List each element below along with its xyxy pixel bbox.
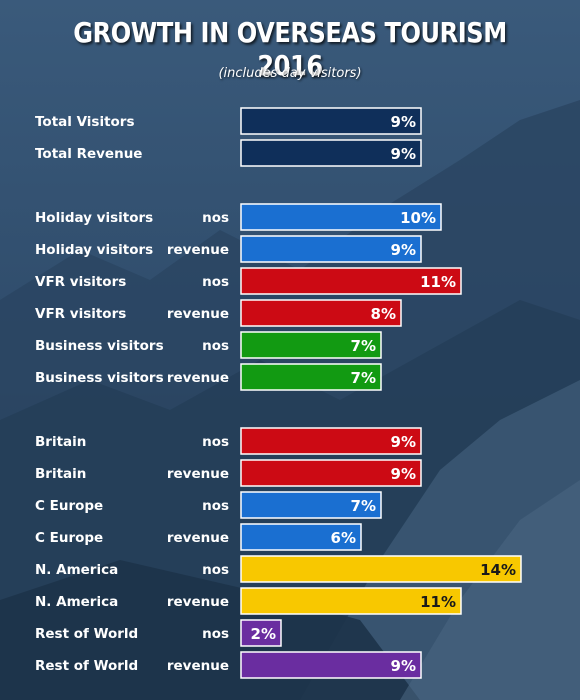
row-metric-label: nos [202, 626, 229, 642]
row-category-label: Total Visitors [35, 114, 135, 130]
chart-subtitle: (includes day visitors) [218, 66, 362, 81]
bar [240, 107, 422, 135]
row-metric-label: nos [202, 338, 229, 354]
row-metric-label: revenue [167, 466, 229, 482]
chart-row: VFR visitors revenue 8% [35, 299, 402, 327]
bar [240, 651, 422, 679]
row-category-label: Britain [35, 434, 86, 450]
row-metric-label: revenue [167, 530, 229, 546]
bar-value-label: 7% [351, 369, 376, 387]
chart-row: VFR visitors nos 11% [35, 267, 462, 295]
bar [240, 299, 402, 327]
bar [240, 139, 422, 167]
bar [240, 555, 522, 583]
row-metric-label: nos [202, 562, 229, 578]
bar-value-label: 7% [351, 497, 376, 515]
row-category-label: Rest of World [35, 626, 138, 642]
row-metric-label: revenue [167, 658, 229, 674]
bar-value-label: 9% [391, 657, 416, 675]
bar-value-label: 11% [420, 593, 456, 611]
bar-value-label: 8% [371, 305, 396, 323]
chart-row: C Europe revenue 6% [35, 523, 362, 551]
row-metric-label: revenue [167, 306, 229, 322]
chart-row: Holiday visitors revenue 9% [35, 235, 422, 263]
bar [240, 267, 462, 295]
row-category-label: Holiday visitors [35, 210, 153, 226]
bar [240, 427, 422, 455]
bar [240, 523, 362, 551]
bar [240, 587, 462, 615]
bar-value-label: 7% [351, 337, 376, 355]
bar-value-label: 11% [420, 273, 456, 291]
chart-row: C Europe nos 7% [35, 491, 382, 519]
chart-row: Business visitors revenue 7% [35, 363, 382, 391]
chart-row: N. America revenue 11% [35, 587, 462, 615]
chart-row: Total Revenue 9% [35, 139, 422, 167]
chart-row: Rest of World nos 2% [35, 619, 282, 647]
bar-value-label: 9% [391, 241, 416, 259]
chart-title: GROWTH IN OVERSEAS TOURISM 2016 [73, 16, 507, 82]
bar-value-label: 9% [391, 113, 416, 131]
bar [240, 331, 382, 359]
row-category-label: Business visitors [35, 338, 164, 354]
row-metric-label: nos [202, 210, 229, 226]
chart-row: N. America nos 14% [35, 555, 522, 583]
row-metric-label: nos [202, 434, 229, 450]
row-category-label: Britain [35, 466, 86, 482]
bar-value-label: 9% [391, 433, 416, 451]
row-category-label: Total Revenue [35, 146, 142, 162]
row-category-label: N. America [35, 594, 118, 610]
bar-value-label: 9% [391, 465, 416, 483]
chart-row: Holiday visitors nos 10% [35, 203, 442, 231]
chart-row: Total Visitors 9% [35, 107, 422, 135]
row-category-label: Holiday visitors [35, 242, 153, 258]
chart-row: Rest of World revenue 9% [35, 651, 422, 679]
row-category-label: C Europe [35, 530, 103, 546]
row-category-label: VFR visitors [35, 306, 126, 322]
chart-row: Business visitors nos 7% [35, 331, 382, 359]
row-metric-label: revenue [167, 242, 229, 258]
bar-value-label: 9% [391, 145, 416, 163]
bar-value-label: 10% [400, 209, 436, 227]
row-category-label: Rest of World [35, 658, 138, 674]
row-metric-label: nos [202, 498, 229, 514]
row-metric-label: revenue [167, 370, 229, 386]
bar [240, 459, 422, 487]
row-metric-label: revenue [167, 594, 229, 610]
bar [240, 203, 442, 231]
bar-value-label: 14% [480, 561, 516, 579]
bar-value-label: 2% [251, 625, 276, 643]
chart-row: Britain revenue 9% [35, 459, 422, 487]
bar [240, 619, 282, 647]
bar [240, 235, 422, 263]
row-metric-label: nos [202, 274, 229, 290]
row-category-label: C Europe [35, 498, 103, 514]
row-category-label: Business visitors [35, 370, 164, 386]
row-category-label: N. America [35, 562, 118, 578]
bar [240, 491, 382, 519]
bar-value-label: 6% [331, 529, 356, 547]
chart-row: Britain nos 9% [35, 427, 422, 455]
bar [240, 363, 382, 391]
row-category-label: VFR visitors [35, 274, 126, 290]
